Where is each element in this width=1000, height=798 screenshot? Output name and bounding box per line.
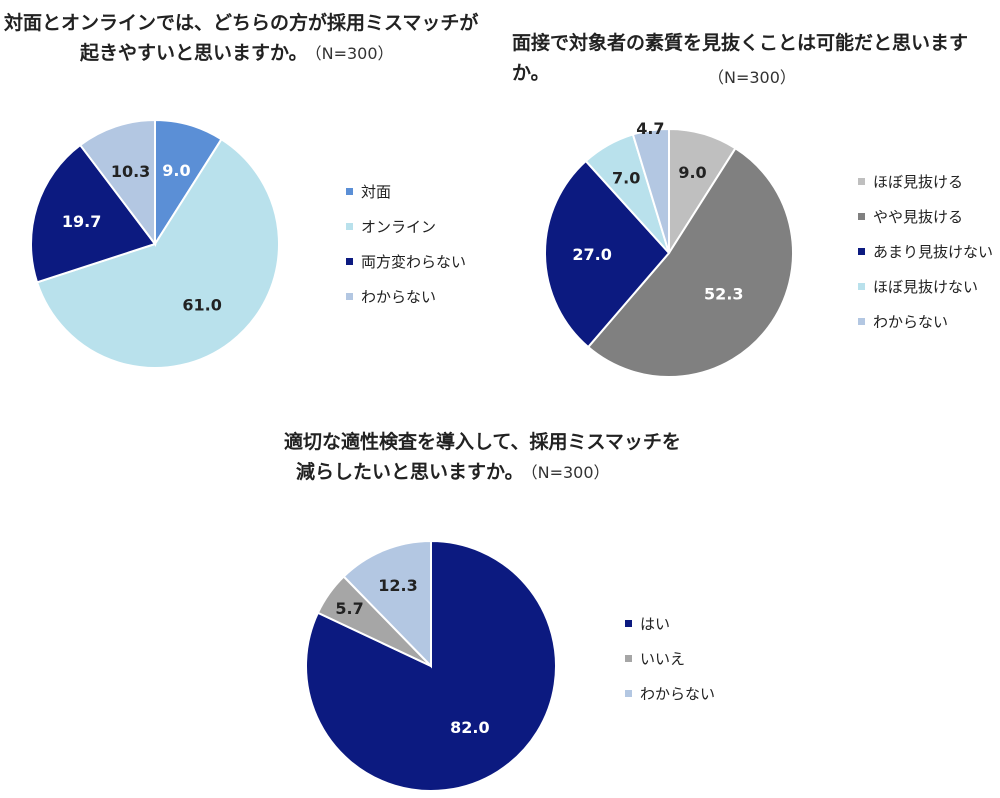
chart1-title-line1: 対面とオンラインでは、どちらの方が採用ミスマッチが: [4, 12, 479, 34]
chart2-value-label-1: 52.3: [704, 285, 743, 304]
chart3-legend-swatch-1: [625, 654, 632, 662]
chart3-legend-swatch-2: [625, 689, 632, 697]
chart3-value-label-2: 12.3: [378, 576, 417, 595]
chart2-slice-2: [544, 159, 671, 349]
chart3-legend-label-1: いいえ: [640, 649, 686, 668]
chart2-slice-4: [631, 127, 670, 254]
chart3-legend-swatch-0: [625, 619, 632, 627]
chart2-legend-label-3: ほぼ見抜けない: [873, 277, 979, 296]
chart2-legend-label-0: ほぼ見抜ける: [873, 172, 964, 191]
chart1-legend-label-3: わからない: [361, 287, 437, 306]
chart3-n-label: （N=300）: [529, 463, 610, 482]
chart3-legend-label-2: わからない: [640, 684, 716, 703]
chart1-legend-item-1: オンライン: [346, 217, 466, 236]
chart1-legend-item-3: わからない: [346, 287, 466, 306]
chart2-legend-item-0: ほぼ見抜ける: [858, 172, 993, 191]
chart2-legend-swatch-1: [858, 212, 865, 220]
chart1-title-line2: 起きやすいと思いますか。: [80, 42, 308, 64]
chart2-legend-item-1: やや見抜ける: [858, 207, 993, 226]
chart3-title: 適切な適性検査を導入して、採用ミスマッチを 減らしたいと思いますか。 （N=300…: [284, 427, 681, 488]
chart2-slice-1: [586, 146, 794, 378]
chart1-legend-swatch-3: [346, 292, 353, 300]
chart2-legend-swatch-3: [858, 282, 865, 290]
chart2-value-label-2: 27.0: [572, 245, 611, 264]
chart3-legend: はいいいえわからない: [625, 614, 715, 719]
chart1-value-label-2: 19.7: [62, 212, 101, 231]
chart2-pie: 9.0 52.3 27.0 7.0 4.7: [544, 119, 794, 378]
chart2-legend-item-3: ほぼ見抜けない: [858, 277, 993, 296]
chart2-legend-label-1: やや見抜ける: [873, 207, 964, 226]
chart1-value-label-3: 10.3: [111, 162, 150, 181]
chart3-value-label-1: 5.7: [335, 599, 363, 618]
chart1-legend-swatch-0: [346, 187, 353, 195]
chart1-slice-3: [78, 118, 156, 247]
chart1-pie: 9.0 61.0 19.7 10.3: [30, 118, 280, 369]
chart2-legend-label-4: わからない: [873, 312, 949, 331]
chart1-legend-label-2: 両方変わらない: [361, 252, 467, 271]
chart3-legend-item-1: いいえ: [625, 649, 715, 668]
chart2-legend-label-2: あまり見抜けない: [873, 242, 994, 261]
chart3-value-label-0: 82.0: [450, 718, 489, 737]
chart3-slice-2: [342, 539, 432, 669]
chart3-title-line2: 減らしたいと思いますか。: [296, 461, 524, 483]
chart2-legend: ほぼ見抜ける やや見抜けるあまり見抜けない ほぼ見抜けない わからない: [858, 172, 993, 347]
chart2-n-label: （N=300）: [708, 68, 796, 87]
chart1-n-label: （N=300）: [313, 44, 394, 63]
chart1-title: 対面とオンラインでは、どちらの方が採用ミスマッチが 起きやすいと思いますか。 （N…: [4, 8, 478, 69]
chart2-legend-item-4: わからない: [858, 312, 993, 331]
chart1-value-label-1: 61.0: [182, 296, 221, 315]
chart1-slice-1: [35, 137, 280, 369]
chart2-title-line1: 面接で対象者の素質を見抜くことは可能だと思いますか。: [512, 32, 969, 84]
chart1-legend: 対面オンライン両方変わらない わからない: [346, 182, 466, 322]
chart3-legend-item-2: わからない: [625, 684, 716, 703]
chart1-legend-item-2: 両方変わらない: [346, 252, 467, 271]
chart2-value-label-4: 4.7: [636, 119, 664, 138]
chart1-legend-swatch-1: [346, 222, 353, 230]
chart1-slice-2: [30, 143, 157, 284]
chart1-legend-label-1: オンライン: [361, 217, 437, 236]
chart3-legend-label-0: はい: [640, 614, 671, 633]
chart1-value-label-0: 9.0: [162, 161, 190, 180]
chart2-title: 面接で対象者の素質を見抜くことは可能だと思いますか。: [512, 28, 1000, 88]
chart2-legend-swatch-0: [858, 177, 865, 185]
chart3-legend-item-0: はい: [625, 614, 715, 633]
chart3-pie: 82.0 5.7 12.3: [305, 539, 557, 792]
chart2-legend-swatch-4: [858, 317, 865, 325]
chart2-value-label-0: 9.0: [678, 163, 706, 182]
chart1-legend-item-0: 対面: [346, 182, 466, 201]
chart3-slice-0: [305, 539, 557, 792]
chart1-legend-swatch-2: [346, 257, 353, 265]
chart2-legend-item-2: あまり見抜けない: [858, 242, 994, 261]
chart3-title-line1: 適切な適性検査を導入して、採用ミスマッチを: [284, 431, 681, 453]
chart2-value-label-3: 7.0: [612, 168, 640, 187]
chart2-legend-swatch-2: [858, 247, 865, 255]
chart1-legend-label-0: 対面: [361, 182, 392, 201]
